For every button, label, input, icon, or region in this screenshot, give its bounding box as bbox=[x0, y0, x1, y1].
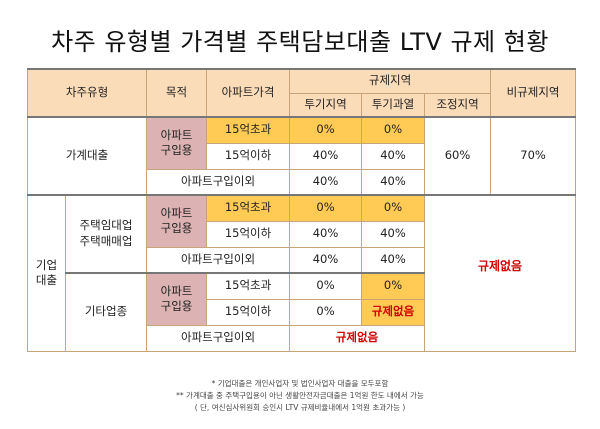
other-biz-over15-over: 0% bbox=[361, 272, 426, 300]
housing-biz-under15-spec: 40% bbox=[289, 220, 363, 248]
header-speculation-area: 투기지역 bbox=[289, 92, 363, 118]
header-purpose: 목적 bbox=[146, 68, 208, 118]
household-type: 가계대출 bbox=[26, 116, 148, 196]
household-other-spec: 40% bbox=[289, 168, 363, 196]
housing-biz-apt-purchase: 아파트 구입용 bbox=[146, 194, 208, 248]
household-apt-purchase: 아파트 구입용 bbox=[146, 116, 208, 170]
housing-biz-other-over: 40% bbox=[361, 246, 426, 274]
header-regulated-region: 규제지역 bbox=[289, 68, 492, 94]
other-biz-over15-price: 15억초과 bbox=[206, 272, 291, 300]
housing-biz-label: 주택임대업 주택매매업 bbox=[64, 194, 148, 274]
household-over15-spec: 0% bbox=[289, 116, 363, 144]
footnote-3: ( 단, 여신심사위원회 승인시 LTV 규제비율내에서 1억원 초과가능 ) bbox=[194, 403, 406, 412]
header-apt-price: 아파트가격 bbox=[206, 68, 291, 118]
housing-biz-other-label: 아파트구입이외 bbox=[146, 246, 291, 274]
household-other-label: 아파트구입이외 bbox=[146, 168, 291, 196]
footnote-1: * 기업대출은 개인사업자 및 법인사업자 대출을 모두포함 bbox=[211, 379, 389, 388]
other-biz-under15-price: 15억이하 bbox=[206, 298, 291, 326]
footnotes: * 기업대출은 개인사업자 및 법인사업자 대출을 모두포함 ** 가계대출 중… bbox=[0, 378, 600, 414]
housing-biz-other-spec: 40% bbox=[289, 246, 363, 274]
housing-biz-under15-price: 15억이하 bbox=[206, 220, 291, 248]
header-adjusted-area: 조정지역 bbox=[424, 92, 492, 118]
corporate-type: 기업 대출 bbox=[27, 194, 66, 352]
footnote-2: ** 가계대출 중 주택구입용이 아닌 생활안전자금대출은 1억원 한도 내에서… bbox=[176, 391, 424, 400]
other-biz-other-label: 아파트구입이외 bbox=[146, 324, 291, 352]
other-biz-under15-spec: 0% bbox=[289, 298, 363, 326]
header-overheated-area: 투기과열 bbox=[361, 92, 426, 118]
other-biz-over15-spec: 0% bbox=[289, 272, 363, 300]
housing-biz-under15-over: 40% bbox=[361, 220, 426, 248]
header-non-regulated: 비규제지역 bbox=[490, 68, 577, 118]
housing-biz-over15-price: 15억초과 bbox=[206, 194, 291, 222]
household-non-regulated: 70% bbox=[490, 116, 577, 196]
household-under15-spec: 40% bbox=[289, 142, 363, 170]
page-title: 차주 유형별 가격별 주택담보대출 LTV 규제 현황 bbox=[51, 28, 549, 56]
other-biz-label: 기타업종 bbox=[64, 272, 148, 352]
other-biz-apt-purchase: 아파트 구입용 bbox=[146, 272, 208, 326]
household-other-over: 40% bbox=[361, 168, 426, 196]
household-under15-price: 15억이하 bbox=[206, 142, 291, 170]
other-biz-under15-over: 규제없음 bbox=[361, 298, 426, 326]
housing-biz-over15-over: 0% bbox=[361, 194, 426, 222]
ltv-regulation-table: 차주유형 목적 아파트가격 규제지역 비규제지역 투기지역 투기과열 조정지역 … bbox=[26, 68, 577, 352]
corporate-no-regulation: 규제없음 bbox=[424, 194, 577, 352]
household-over15-over: 0% bbox=[361, 116, 426, 144]
header-borrower-type: 차주유형 bbox=[26, 68, 148, 118]
household-adjusted: 60% bbox=[424, 116, 492, 196]
housing-biz-over15-spec: 0% bbox=[289, 194, 363, 222]
household-under15-over: 40% bbox=[361, 142, 426, 170]
household-over15-price: 15억초과 bbox=[206, 116, 291, 144]
other-biz-other-value: 규제없음 bbox=[289, 324, 426, 352]
